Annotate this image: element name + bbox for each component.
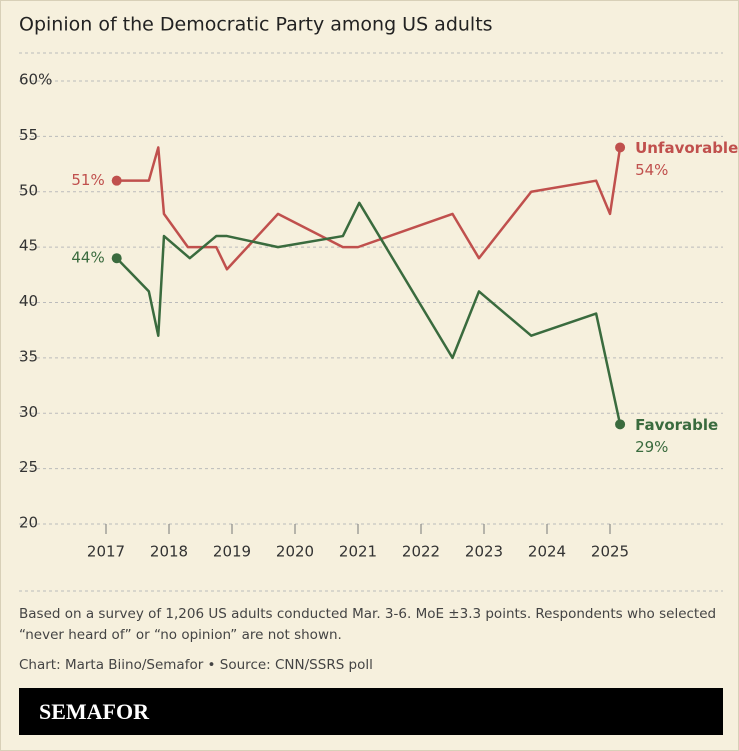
y-tick-label: 35 — [19, 347, 38, 365]
y-tick-label: 20 — [19, 514, 38, 532]
x-tick-label: 2021 — [339, 543, 377, 561]
x-tick-label: 2024 — [528, 543, 566, 561]
value-label: 51% — [71, 171, 104, 189]
y-tick-label: 40 — [19, 292, 38, 310]
chart: Opinion of the Democratic Party among US… — [19, 14, 738, 592]
end-point — [615, 419, 626, 430]
series-line — [116, 146, 622, 271]
y-tick-label: 45 — [19, 237, 38, 255]
y-tick-label: 50 — [19, 181, 38, 199]
x-tick-label: 2017 — [87, 543, 125, 561]
chart-title: Opinion of the Democratic Party among US… — [19, 14, 493, 36]
value-label: 54% — [635, 161, 668, 179]
x-tick-label: 2025 — [591, 543, 629, 561]
value-label: 29% — [635, 438, 668, 456]
y-tick-label: 60% — [19, 71, 52, 89]
x-tick-label: 2020 — [276, 543, 314, 561]
end-point — [615, 142, 626, 153]
note: Based on a survey of 1,206 US adults con… — [19, 606, 717, 643]
series-line — [115, 201, 622, 425]
x-tick-label: 2022 — [402, 543, 440, 561]
y-tick-label: 30 — [19, 403, 38, 421]
end-point — [111, 253, 122, 264]
x-tick-label: 2018 — [150, 543, 188, 561]
y-tick-label: 25 — [19, 458, 38, 476]
x-tick-label: 2023 — [465, 543, 503, 561]
y-tick-label: 55 — [19, 126, 38, 144]
legend-label: Favorable — [635, 416, 718, 434]
legend-label: Unfavorable — [635, 139, 738, 157]
end-point — [111, 175, 122, 186]
brand: SEMAFOR — [19, 688, 723, 735]
x-tick-label: 2019 — [213, 543, 251, 561]
value-label: 44% — [71, 249, 104, 267]
source: Chart: Marta Biino/Semafor • Source: CNN… — [19, 657, 373, 673]
